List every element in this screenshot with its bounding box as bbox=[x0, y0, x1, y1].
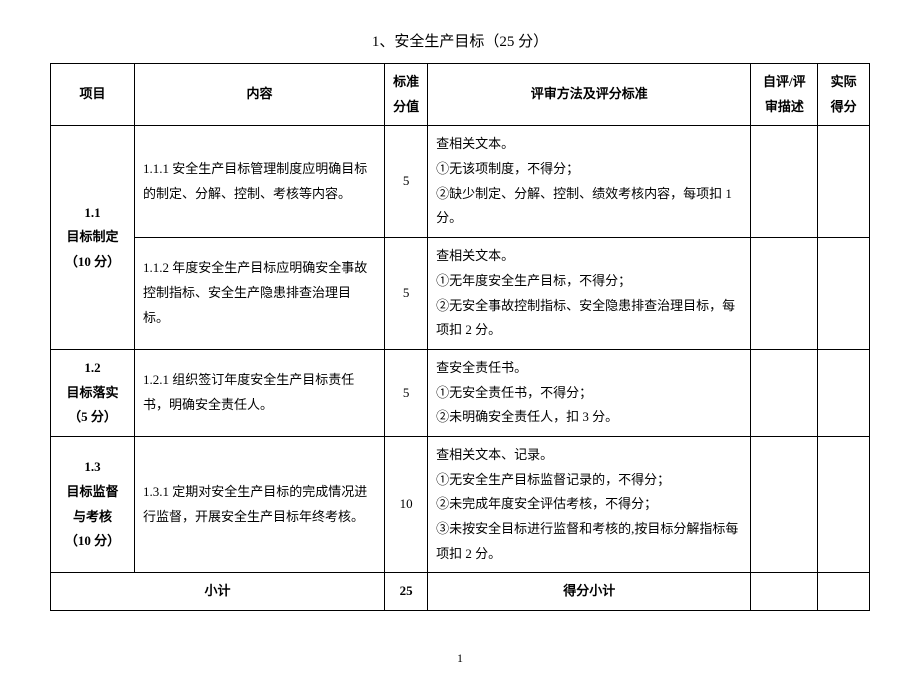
method-cell: 查相关文本、记录。①无安全生产目标监督记录的，不得分；②未完成年度安全评估考核，… bbox=[428, 436, 751, 572]
score-cell: 10 bbox=[385, 436, 428, 572]
header-score-std: 标准分值 bbox=[385, 64, 428, 126]
header-self-review: 自评/评审描述 bbox=[751, 64, 818, 126]
method-cell: 查安全责任书。①无安全责任书，不得分；②未明确安全责任人，扣 3 分。 bbox=[428, 349, 751, 436]
header-project: 项目 bbox=[51, 64, 135, 126]
project-cell: 1.3目标监督与考核（10 分） bbox=[51, 436, 135, 572]
header-content: 内容 bbox=[135, 64, 385, 126]
content-cell: 1.1.1 安全生产目标管理制度应明确目标的制定、分解、控制、考核等内容。 bbox=[135, 126, 385, 238]
table-row: 1.3目标监督与考核（10 分） 1.3.1 定期对安全生产目标的完成情况进行监… bbox=[51, 436, 870, 572]
evaluation-table: 项目 内容 标准分值 评审方法及评分标准 自评/评审描述 实际得分 1.1目标制… bbox=[50, 63, 870, 611]
subtotal-score: 25 bbox=[385, 573, 428, 611]
page-number: 1 bbox=[50, 651, 870, 666]
table-row: 1.1目标制定（10 分） 1.1.1 安全生产目标管理制度应明确目标的制定、分… bbox=[51, 126, 870, 238]
actual-cell bbox=[818, 126, 870, 238]
self-review-cell bbox=[751, 349, 818, 436]
content-cell: 1.3.1 定期对安全生产目标的完成情况进行监督，开展安全生产目标年终考核。 bbox=[135, 436, 385, 572]
score-cell: 5 bbox=[385, 126, 428, 238]
subtotal-label: 小计 bbox=[51, 573, 385, 611]
method-cell: 查相关文本。①无该项制度，不得分；②缺少制定、分解、控制、绩效考核内容，每项扣 … bbox=[428, 126, 751, 238]
table-row: 1.1.2 年度安全生产目标应明确安全事故控制指标、安全生产隐患排查治理目标。 … bbox=[51, 238, 870, 350]
table-row: 1.2目标落实（5 分） 1.2.1 组织签订年度安全生产目标责任书，明确安全责… bbox=[51, 349, 870, 436]
score-cell: 5 bbox=[385, 349, 428, 436]
content-cell: 1.1.2 年度安全生产目标应明确安全事故控制指标、安全生产隐患排查治理目标。 bbox=[135, 238, 385, 350]
actual-cell bbox=[818, 349, 870, 436]
actual-cell bbox=[818, 238, 870, 350]
header-method: 评审方法及评分标准 bbox=[428, 64, 751, 126]
self-review-cell bbox=[751, 436, 818, 572]
self-review-cell bbox=[751, 238, 818, 350]
content-cell: 1.2.1 组织签订年度安全生产目标责任书，明确安全责任人。 bbox=[135, 349, 385, 436]
score-cell: 5 bbox=[385, 238, 428, 350]
actual-cell bbox=[818, 436, 870, 572]
subtotal-self bbox=[751, 573, 818, 611]
subtotal-score-label: 得分小计 bbox=[428, 573, 751, 611]
page-title: 1、安全生产目标（25 分） bbox=[50, 30, 870, 51]
header-actual: 实际得分 bbox=[818, 64, 870, 126]
project-cell: 1.1目标制定（10 分） bbox=[51, 126, 135, 350]
self-review-cell bbox=[751, 126, 818, 238]
subtotal-actual bbox=[818, 573, 870, 611]
project-cell: 1.2目标落实（5 分） bbox=[51, 349, 135, 436]
subtotal-row: 小计 25 得分小计 bbox=[51, 573, 870, 611]
method-cell: 查相关文本。①无年度安全生产目标，不得分；②无安全事故控制指标、安全隐患排查治理… bbox=[428, 238, 751, 350]
header-row: 项目 内容 标准分值 评审方法及评分标准 自评/评审描述 实际得分 bbox=[51, 64, 870, 126]
